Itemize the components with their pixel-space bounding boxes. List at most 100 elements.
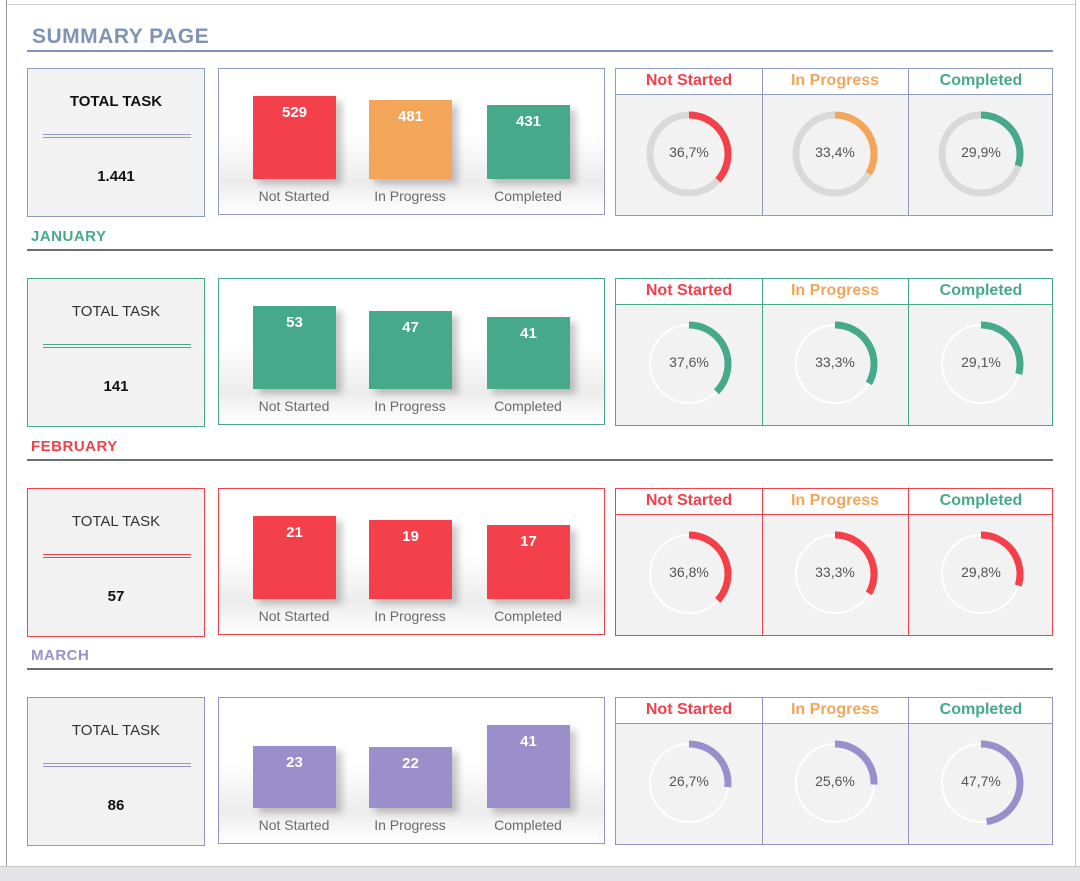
page-title: SUMMARY PAGE	[32, 25, 210, 48]
bar: 47	[369, 311, 452, 389]
donut-arc	[834, 740, 878, 785]
bar-value-label: 41	[520, 733, 537, 750]
status-donut-panel: Not Started 36,8% In Progress 33,3% Complete…	[615, 488, 1053, 636]
bar: 19	[369, 520, 452, 599]
window-right-border	[1075, 0, 1076, 866]
donut-arc	[688, 531, 732, 603]
bar-value-label: 431	[515, 113, 542, 130]
donut-percent-label: 47,7%	[961, 773, 1001, 789]
donut-arc	[834, 321, 878, 386]
horizontal-scrollbar[interactable]	[0, 866, 1080, 881]
status-header-completed: Completed	[939, 282, 1023, 299]
bar-category-label: In Progress	[374, 608, 446, 624]
bar-value-label: 47	[402, 319, 419, 336]
status-donut-panel: Not Started 36,7% In Progress 33,4% Complete…	[615, 68, 1053, 216]
donut-percent-label: 33,3%	[815, 354, 855, 370]
bar-value-label: 529	[281, 104, 308, 121]
status-header-completed: Completed	[939, 492, 1023, 509]
total-task-label: TOTAL TASK	[71, 303, 161, 320]
donut-arc	[688, 111, 732, 183]
donut-percent-label: 29,8%	[961, 564, 1001, 580]
total-task-value: 1.441	[97, 168, 135, 185]
donut-chart	[941, 321, 1024, 404]
status-header-in-progress: In Progress	[790, 282, 880, 299]
total-task-rule	[43, 763, 191, 767]
total-task-label: TOTAL TASK	[71, 722, 161, 739]
bar-value-label: 17	[520, 533, 537, 550]
status-header-not-started: Not Started	[645, 701, 733, 718]
total-task-box: TOTAL TASK 141	[27, 278, 205, 427]
donut-chart	[649, 531, 732, 614]
donut-arc	[834, 111, 878, 176]
column-divider	[908, 489, 909, 635]
summary-section: MARCH TOTAL TASK 86 23 Not Started 22 In Progr…	[0, 647, 1080, 859]
column-divider	[908, 698, 909, 844]
status-donut-panel: Not Started 37,6% In Progress 33,3% Complete…	[615, 278, 1053, 426]
bar-category-label: Not Started	[258, 188, 330, 204]
donut-arc	[688, 740, 732, 788]
bar-value-label: 41	[520, 325, 537, 342]
bar: 22	[369, 747, 452, 808]
donut-percent-label: 36,8%	[669, 564, 709, 580]
status-header-completed: Completed	[939, 701, 1023, 718]
window-left-border	[6, 0, 7, 866]
section-title: MARCH	[31, 647, 90, 664]
total-task-box: TOTAL TASK 86	[27, 697, 205, 846]
bar-value-label: 53	[286, 314, 303, 331]
donut-chart	[649, 740, 732, 823]
bar: 23	[253, 746, 336, 808]
donut-arc	[980, 740, 1024, 826]
status-header-in-progress: In Progress	[790, 72, 880, 89]
status-header-row	[616, 279, 1052, 305]
total-task-value: 141	[103, 378, 129, 395]
section-rule	[27, 459, 1053, 461]
donut-chart	[938, 111, 1024, 197]
section-rule	[27, 249, 1053, 251]
bar-category-label: Completed	[494, 608, 562, 624]
status-header-in-progress: In Progress	[790, 492, 880, 509]
donut-percent-label: 29,9%	[961, 144, 1001, 160]
status-header-not-started: Not Started	[645, 72, 733, 89]
bar-category-label: Completed	[494, 188, 562, 204]
status-header-row	[616, 69, 1052, 95]
column-divider	[762, 489, 763, 635]
donut-percent-label: 37,6%	[669, 354, 709, 370]
bar-value-label: 19	[402, 528, 419, 545]
donut-percent-label: 29,1%	[961, 354, 1001, 370]
bar: 481	[369, 100, 452, 179]
donut-percent-label: 25,6%	[815, 773, 855, 789]
summary-section: TOTAL TASK 1.441 529 Not Started 481 In Progr…	[0, 20, 1080, 230]
page-title-rule	[27, 50, 1053, 52]
bar: 41	[487, 725, 570, 808]
total-task-value: 86	[107, 797, 125, 814]
status-header-completed: Completed	[939, 72, 1023, 89]
donut-chart	[795, 531, 878, 614]
donut-chart	[941, 740, 1024, 826]
window-top-border	[6, 4, 1076, 5]
section-title: JANUARY	[31, 228, 107, 245]
section-rule	[27, 668, 1053, 670]
donut-arc	[688, 321, 732, 395]
donut-chart	[795, 321, 878, 404]
bar-value-label: 481	[397, 108, 424, 125]
column-divider	[762, 69, 763, 215]
bar-category-label: Not Started	[258, 817, 330, 833]
column-divider	[908, 69, 909, 215]
status-header-not-started: Not Started	[645, 492, 733, 509]
total-task-label: TOTAL TASK	[71, 513, 161, 530]
bar-value-label: 21	[286, 524, 303, 541]
donut-arc	[980, 321, 1024, 375]
donut-arc	[980, 111, 1024, 167]
bar-chart: 53 Not Started 47 In Progress 41 Completed	[218, 278, 605, 425]
status-header-in-progress: In Progress	[790, 701, 880, 718]
bar: 41	[487, 317, 570, 389]
bar-category-label: Completed	[494, 398, 562, 414]
bar: 53	[253, 306, 336, 389]
donut-chart	[649, 321, 732, 404]
donut-chart	[941, 531, 1024, 614]
total-task-rule	[43, 344, 191, 348]
column-divider	[762, 698, 763, 844]
bar-value-label: 22	[402, 755, 419, 772]
bar-category-label: In Progress	[374, 398, 446, 414]
total-task-box: TOTAL TASK 57	[27, 488, 205, 637]
